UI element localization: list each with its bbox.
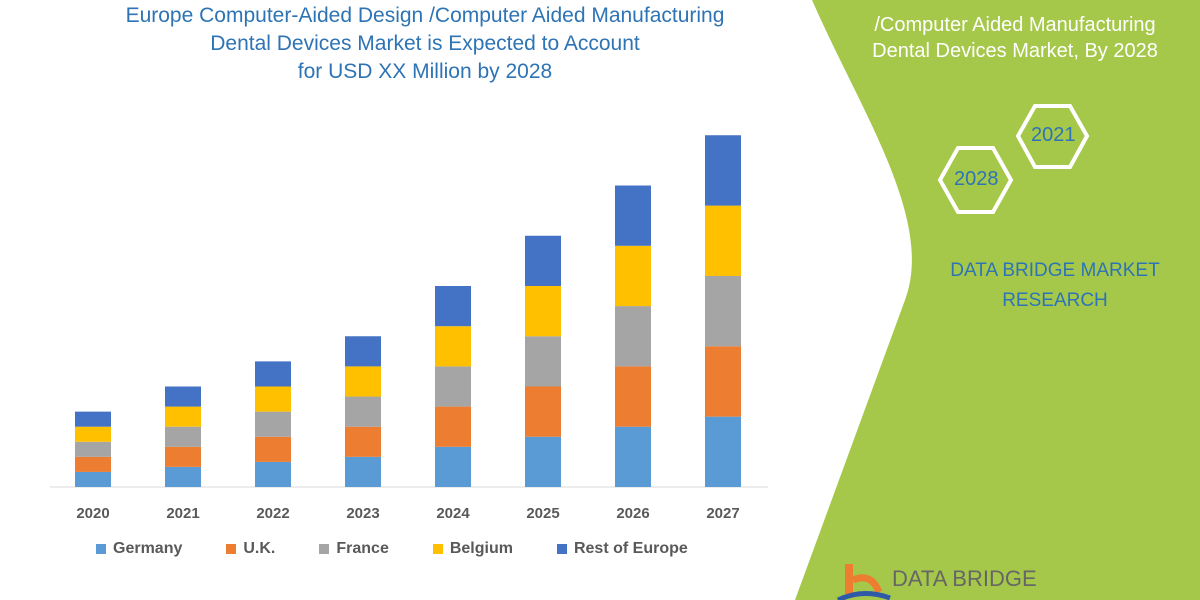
legend-item: U.K. (226, 540, 275, 558)
bar-segment-france-2020 (75, 441, 111, 457)
legend-swatch (96, 544, 106, 554)
bar-segment-rest-of-europe-2026 (615, 185, 651, 246)
x-tick-label: 2022 (256, 505, 289, 522)
legend-item: Germany (96, 540, 182, 558)
side-title-line: Dental Devices Market, By 2028 (872, 40, 1158, 62)
bar-segment-germany-2022 (255, 461, 291, 487)
x-tick-label: 2025 (526, 505, 559, 522)
bar-segment-belgium-2026 (615, 245, 651, 307)
bar-segment-rest-of-europe-2027 (705, 135, 741, 206)
logo-text: DATA BRIDGE (892, 566, 1037, 591)
bar-segment-u-k--2021 (165, 446, 201, 467)
bar-segment-france-2021 (165, 426, 201, 447)
brand-line: RESEARCH (1002, 290, 1108, 311)
bar-segment-rest-of-europe-2023 (345, 336, 381, 367)
bar-segment-rest-of-europe-2021 (165, 386, 201, 407)
x-tick-label: 2026 (616, 505, 649, 522)
bar-segment-rest-of-europe-2025 (525, 235, 561, 286)
bar-segment-u-k--2027 (705, 346, 741, 417)
bar-segment-u-k--2025 (525, 386, 561, 437)
x-tick-label: 2027 (706, 505, 739, 522)
hex-year-2021: 2021 (1031, 124, 1076, 146)
bar-segment-france-2026 (615, 306, 651, 367)
legend-label: Belgium (449, 540, 513, 557)
legend-item: Rest of Europe (556, 540, 688, 558)
hex-2021-icon (1015, 104, 1090, 169)
bar-segment-germany-2026 (615, 426, 651, 487)
bar-segment-belgium-2025 (525, 286, 561, 337)
x-tick-label: 2021 (166, 505, 199, 522)
legend-swatch (226, 544, 237, 554)
legend-swatch (556, 544, 567, 554)
bar-segment-rest-of-europe-2020 (75, 411, 111, 427)
chart-title: Europe Computer-Aided Design /Computer A… (40, 2, 810, 86)
legend-item: Belgium (432, 540, 513, 558)
bar-segment-u-k--2024 (435, 406, 471, 447)
x-tick-label: 2023 (346, 505, 379, 522)
side-panel-shape (795, 0, 1200, 600)
bar-segment-france-2023 (345, 396, 381, 427)
legend-swatch (432, 544, 443, 554)
bar-segment-belgium-2023 (345, 366, 381, 397)
bar-segment-germany-2024 (435, 446, 471, 487)
bar-segment-belgium-2021 (165, 406, 201, 427)
x-tick-label: 2020 (76, 505, 109, 522)
logo-icon (836, 564, 891, 600)
bar-segment-rest-of-europe-2024 (435, 286, 471, 327)
side-title-line: /Computer Aided Manufacturing (874, 14, 1156, 36)
bar-segment-france-2027 (705, 275, 741, 347)
bar-segment-germany-2021 (165, 466, 201, 487)
bar-segment-germany-2027 (705, 416, 741, 487)
x-tick-label: 2024 (436, 505, 470, 522)
hex-year-2028: 2028 (954, 168, 999, 190)
title-line: Dental Devices Market is Expected to Acc… (210, 32, 640, 55)
legend-label: France (336, 540, 389, 557)
legend: Germany U.K. France Belgium Rest of Europe (96, 540, 732, 558)
bar-segment-u-k--2022 (255, 436, 291, 462)
bar-segment-belgium-2022 (255, 386, 291, 412)
legend-label: U.K. (243, 540, 276, 557)
bar-segment-france-2024 (435, 366, 471, 407)
stacked-bar-chart: 2020 2021 2022 2023 2024 2025 2026 2027 (50, 135, 768, 522)
title-line: Europe Computer-Aided Design /Computer A… (125, 4, 725, 27)
bar-segment-belgium-2027 (705, 205, 741, 276)
bar-segment-u-k--2026 (615, 366, 651, 427)
bar-segment-u-k--2023 (345, 426, 381, 457)
bar-segment-belgium-2020 (75, 426, 111, 442)
legend-label: Rest of Europe (573, 540, 688, 557)
legend-swatch (319, 544, 330, 554)
bar-segment-rest-of-europe-2022 (255, 361, 291, 387)
bar-segment-germany-2023 (345, 456, 381, 487)
bar-segment-germany-2025 (525, 436, 561, 487)
side-panel-title: /Computer Aided Manufacturing Dental Dev… (830, 12, 1200, 64)
bar-segment-france-2025 (525, 336, 561, 387)
brand-text: DATA BRIDGE MARKET RESEARCH (920, 256, 1190, 316)
bar-segment-u-k--2020 (75, 456, 111, 472)
bar-segment-germany-2020 (75, 471, 111, 487)
title-line: for USD XX Million by 2028 (297, 60, 553, 83)
hex-2028-icon (937, 146, 1014, 214)
bar-segment-france-2022 (255, 411, 291, 437)
legend-item: France (319, 540, 389, 558)
bar-segment-belgium-2024 (435, 326, 471, 367)
legend-label: Germany (113, 540, 183, 557)
brand-line: DATA BRIDGE MARKET (950, 260, 1160, 281)
